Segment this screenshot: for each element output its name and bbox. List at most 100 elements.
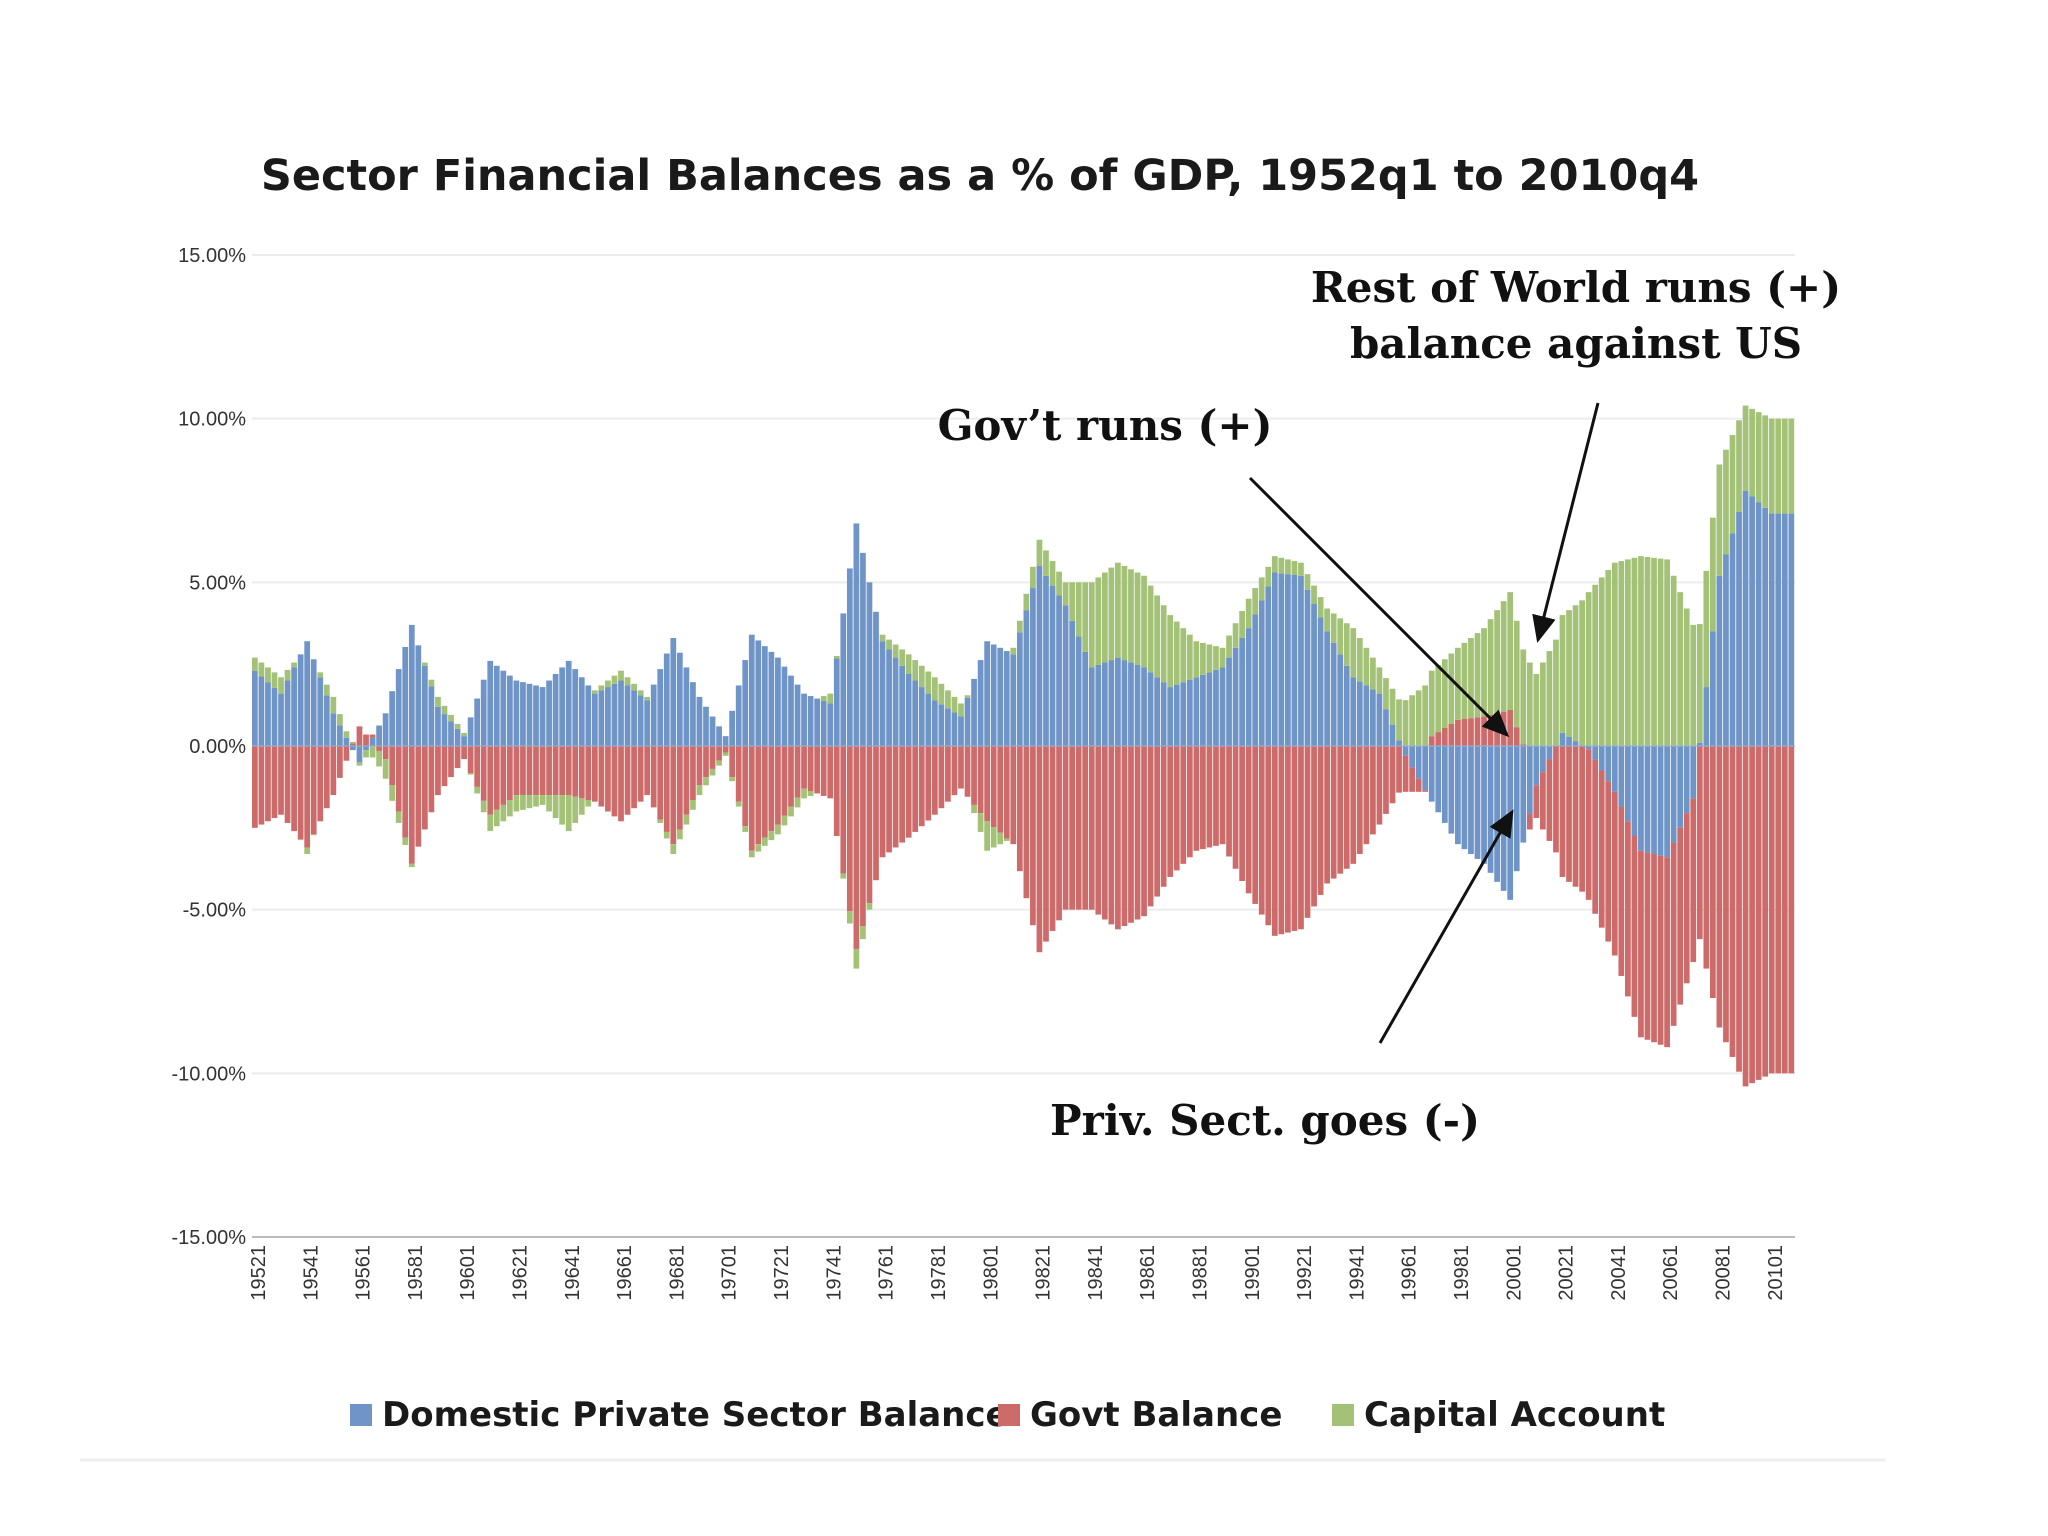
bar-govt-balance [572,746,579,797]
bar-domestic-private-sector-balance [565,660,572,746]
bar-domestic-private-sector-balance [1363,685,1370,746]
bar-capital-account [1592,584,1599,746]
bar-domestic-private-sector-balance [402,646,409,746]
bar-domestic-private-sector-balance [539,687,546,746]
bar-domestic-private-sector-balance [1016,632,1023,746]
bar-capital-account [1742,405,1749,491]
bar-domestic-private-sector-balance [788,675,794,746]
bar-capital-account [853,948,860,969]
bar-govt-balance [1226,746,1232,857]
bar-govt-balance [1625,821,1631,997]
bar-domestic-private-sector-balance [1330,642,1337,746]
bar-capital-account [1115,562,1121,658]
bar-govt-balance [278,746,284,815]
bar-domestic-private-sector-balance [663,653,670,746]
bar-capital-account [1487,619,1494,715]
bar-capital-account [598,685,605,691]
bar-govt-balance [435,746,441,796]
bar-govt-balance [1710,746,1716,999]
bar-domestic-private-sector-balance [1173,684,1180,747]
bar-capital-account [1180,628,1187,683]
bar-domestic-private-sector-balance [755,640,762,746]
bar-domestic-private-sector-balance [493,665,500,746]
bar-capital-account [1134,572,1141,665]
bar-govt-balance [1481,716,1487,746]
bar-govt-balance [1239,746,1245,882]
bar-capital-account [376,750,382,767]
bar-capital-account [389,785,396,801]
bar-capital-account [1644,556,1651,746]
bar-capital-account [1082,582,1089,652]
bar-capital-account [1049,561,1056,586]
bar-domestic-private-sector-balance [356,746,363,763]
bar-domestic-private-sector-balance [631,690,637,746]
bar-govt-balance [1461,719,1468,746]
bar-domestic-private-sector-balance [1455,746,1461,845]
bar-capital-account [1311,585,1317,604]
bar-govt-balance [886,746,892,853]
bar-domestic-private-sector-balance [1710,631,1716,746]
bar-capital-account [1638,556,1644,746]
bar-govt-balance [624,746,631,815]
bar-capital-account [356,762,363,766]
bar-govt-balance [1232,746,1239,869]
bar-capital-account [1474,633,1481,718]
bar-capital-account [1036,539,1043,566]
bar-capital-account [330,696,337,714]
bar-govt-balance [1003,746,1010,839]
bar-capital-account [591,690,598,694]
bar-capital-account [1088,582,1095,668]
bar-govt-balance [448,746,454,778]
bar-govt-balance [938,746,945,809]
bar-govt-balance [1141,746,1147,917]
bar-govt-balance [1468,718,1474,746]
bar-capital-account [1435,664,1442,733]
y-tick-label: 0.00% [189,736,246,758]
bar-govt-balance [1696,746,1703,940]
bar-domestic-private-sector-balance [1350,677,1357,746]
bar-domestic-private-sector-balance [1683,746,1690,814]
bar-domestic-private-sector-balance [1494,746,1500,882]
bar-govt-balance [1101,746,1108,920]
bar-capital-account [539,795,546,805]
bar-capital-account [794,797,801,808]
bar-govt-balance [1278,746,1285,935]
bar-govt-balance [252,746,258,828]
bar-domestic-private-sector-balance [291,667,297,746]
bar-govt-balance [1441,728,1448,746]
bar-domestic-private-sector-balance [487,660,494,746]
bar-govt-balance [487,746,494,815]
x-tick-label: 19881 [1190,1245,1212,1301]
bar-capital-account [801,788,807,799]
bar-govt-balance [506,746,513,801]
bar-capital-account [997,832,1004,845]
bar-govt-balance [1546,759,1553,841]
bar-govt-balance [539,746,546,796]
bar-govt-balance [1670,842,1677,1026]
bar-capital-account [1677,592,1684,746]
bar-capital-account [1402,700,1409,746]
bar-capital-account [768,831,775,841]
bar-govt-balance [644,746,651,796]
bar-govt-balance [1213,746,1219,846]
bar-domestic-private-sector-balance [1474,746,1481,859]
bar-govt-balance [1422,790,1429,792]
bar-govt-balance [853,746,860,949]
bar-domestic-private-sector-balance [1376,693,1383,746]
bar-domestic-private-sector-balance [1049,585,1056,746]
bar-capital-account [892,644,899,658]
bar-govt-balance [395,746,402,812]
bar-capital-account [1441,659,1448,728]
bar-domestic-private-sector-balance [278,693,284,746]
bar-govt-balance [801,746,807,789]
bar-govt-balance [520,746,526,796]
x-tick-label: 19621 [510,1245,532,1301]
x-tick-label: 19681 [666,1245,688,1301]
bar-domestic-private-sector-balance [833,658,840,746]
bar-govt-balance [1056,746,1062,921]
bar-govt-balance [755,746,762,845]
bar-domestic-private-sector-balance [585,685,592,746]
bar-capital-account [1389,688,1396,725]
bar-domestic-private-sector-balance [1101,662,1108,746]
bar-govt-balance [330,746,337,796]
